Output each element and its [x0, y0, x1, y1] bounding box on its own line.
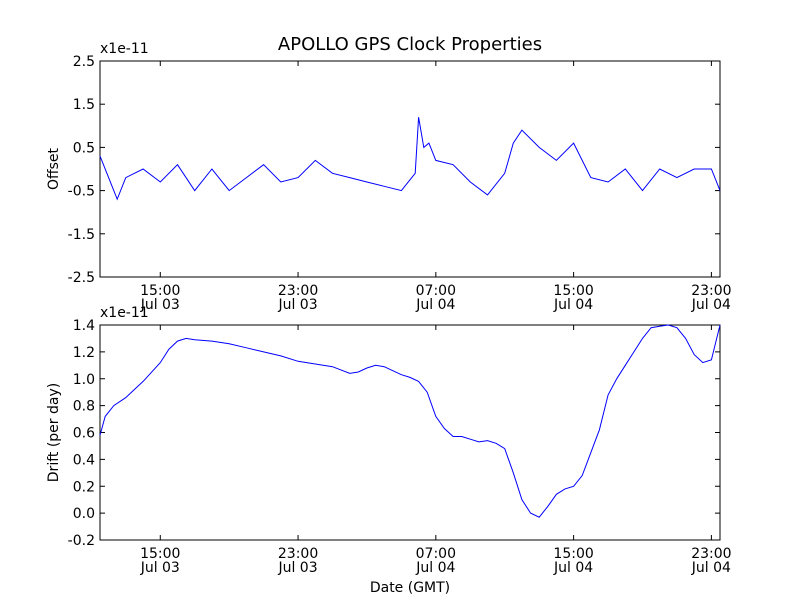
offset-series-line — [99, 117, 721, 201]
drift-x-tick-time: 15:00 — [553, 546, 593, 562]
drift-x-tick-time: 15:00 — [140, 546, 180, 562]
x-axis-label: Date (GMT) — [370, 580, 450, 596]
drift-y-tick-label: 0.0 — [73, 506, 95, 522]
offset-y-tick-label: 0.5 — [73, 140, 95, 156]
offset-scale-label: x1e-11 — [100, 41, 149, 57]
offset-y-tick-label: 1.5 — [73, 97, 95, 113]
offset-x-tick-time: 23:00 — [691, 283, 731, 299]
offset-y-tick-label: -1.5 — [68, 227, 95, 243]
offset-x-tick-date: Jul 04 — [691, 297, 731, 313]
offset-x-tick-date: Jul 04 — [553, 297, 593, 313]
offset-x-tick-time: 23:00 — [278, 283, 318, 299]
drift-x-tick-date: Jul 04 — [415, 560, 455, 576]
drift-scale-label: x1e-11 — [100, 305, 149, 321]
drift-y-tick-label: 0.8 — [73, 399, 95, 415]
drift-x-tick-time: 07:00 — [416, 546, 456, 562]
offset-y-axis-label: Offset — [46, 147, 62, 190]
drift-x-tick-date: Jul 04 — [553, 560, 593, 576]
offset-x-tick-time: 15:00 — [140, 283, 180, 299]
offset-y-tick-label: 2.5 — [73, 54, 95, 70]
drift-y-tick-label: 0.6 — [73, 426, 95, 442]
chart-title: APOLLO GPS Clock Properties — [278, 34, 542, 55]
drift-x-tick-time: 23:00 — [691, 546, 731, 562]
drift-x-tick-date: Jul 04 — [691, 560, 731, 576]
drift-x-tick-time: 23:00 — [278, 546, 318, 562]
drift-x-tick-date: Jul 03 — [140, 560, 180, 576]
drift-y-tick-label: 0.4 — [73, 452, 95, 468]
drift-x-tick-date: Jul 03 — [277, 560, 317, 576]
offset-x-tick-date: Jul 04 — [415, 297, 455, 313]
drift-y-tick-label: -0.2 — [68, 533, 95, 549]
drift-y-tick-label: 1.4 — [73, 318, 95, 334]
offset-x-tick-date: Jul 03 — [277, 297, 317, 313]
offset-x-tick-date: Jul 03 — [140, 297, 180, 313]
offset-y-tick-label: -0.5 — [68, 184, 95, 200]
drift-y-tick-label: 1.0 — [73, 372, 95, 388]
drift-y-tick-label: 1.2 — [73, 345, 95, 361]
drift-y-tick-label: 0.2 — [73, 479, 95, 495]
drift-series-line — [99, 324, 721, 518]
offset-x-tick-time: 07:00 — [416, 283, 456, 299]
offset-plot-frame — [99, 60, 721, 278]
offset-x-tick-time: 15:00 — [553, 283, 593, 299]
offset-y-tick-label: -2.5 — [68, 270, 95, 286]
drift-y-axis-label: Drift (per day) — [46, 383, 62, 482]
